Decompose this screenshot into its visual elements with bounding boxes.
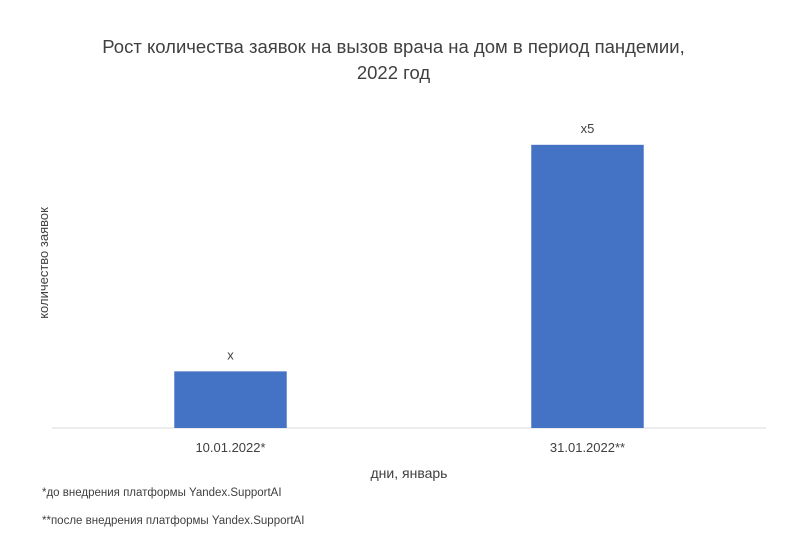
- x-tick-label-2: 31.01.2022**: [550, 440, 625, 455]
- x-tick-label-1: 10.01.2022*: [195, 440, 265, 455]
- bar-2: [531, 144, 644, 429]
- footnote-after: **после внедрения платформы Yandex.Suppo…: [42, 515, 305, 527]
- chart-title-line-1: Рост количества заявок на вызов врача на…: [102, 36, 685, 57]
- chart-title: Рост количества заявок на вызов врача на…: [0, 34, 787, 86]
- x-axis-title: дни, январь: [371, 465, 448, 481]
- bar-1: [174, 371, 287, 428]
- chart-title-line-2: 2022 год: [356, 62, 431, 83]
- data-label-2: x5: [581, 121, 595, 136]
- data-labels-group: x x5: [227, 121, 594, 363]
- bars-group: [174, 144, 644, 429]
- footnote-before: *до внедрения платформы Yandex.SupportAI: [42, 487, 282, 499]
- x-tick-labels-group: 10.01.2022* 31.01.2022**: [195, 440, 625, 455]
- y-axis-title: количество заявок: [36, 207, 51, 319]
- data-label-1: x: [227, 347, 234, 362]
